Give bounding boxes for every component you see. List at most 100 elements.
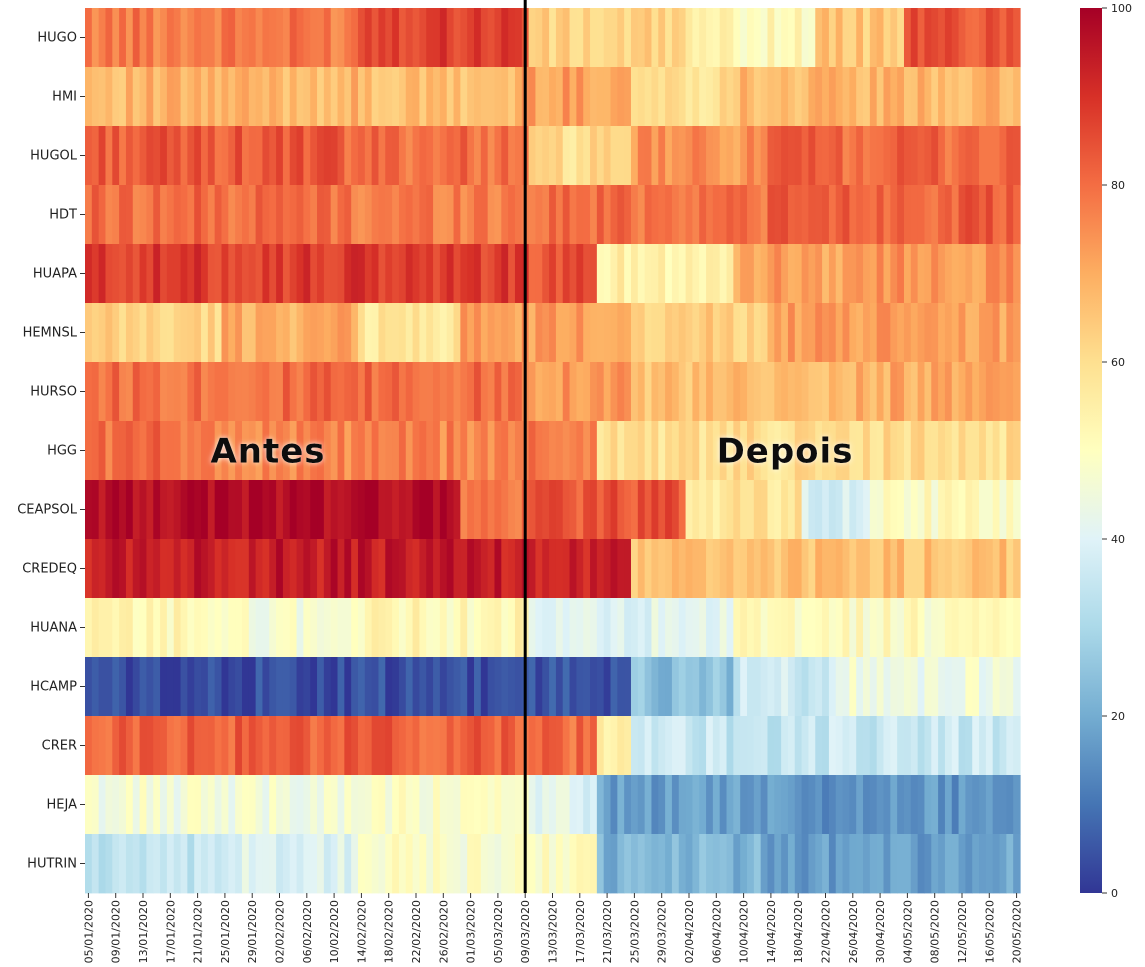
heatmap-cell [842, 67, 850, 127]
heatmap-cell [474, 303, 482, 363]
heatmap-cell [972, 834, 980, 894]
heatmap-cell [610, 716, 618, 776]
heatmap-cell [590, 303, 598, 363]
heatmap-cell [255, 480, 264, 540]
heatmap-cell [98, 598, 107, 658]
heatmap-cell [351, 480, 359, 540]
heatmap-cell [105, 126, 113, 186]
heatmap-cell [651, 834, 659, 894]
heatmap-cell [863, 8, 871, 68]
heatmap-cell [671, 716, 680, 776]
heatmap-cell [98, 126, 107, 186]
heatmap-cell [733, 362, 741, 422]
heatmap-cell [863, 244, 871, 304]
heatmap-cell [767, 244, 775, 304]
heatmap-cell [357, 598, 366, 658]
heatmap-cell [1013, 362, 1021, 422]
heatmap-cell [180, 421, 188, 481]
heatmap-cell [132, 421, 141, 481]
heatmap-cell [876, 539, 885, 599]
heatmap-cell [890, 480, 898, 540]
heatmap-cell [453, 834, 461, 894]
heatmap-cell [160, 598, 168, 658]
heatmap-cell [767, 362, 775, 422]
heatmap-cell [685, 303, 693, 363]
heatmap-cell [105, 834, 113, 894]
heatmap-cell [1006, 8, 1014, 68]
heatmap-cell [576, 303, 584, 363]
heatmap-cell [849, 8, 857, 68]
heatmap-cell [228, 657, 236, 717]
heatmap-cell [323, 539, 332, 599]
heatmap-cell [972, 539, 980, 599]
heatmap-cell [815, 716, 823, 776]
heatmap-cell [992, 598, 1001, 658]
heatmap-cell [801, 244, 810, 304]
heatmap-cell [474, 67, 482, 127]
heatmap-cell [951, 716, 960, 776]
heatmap-cell [426, 775, 434, 835]
heatmap-cell [685, 834, 693, 894]
heatmap-cell [303, 244, 311, 304]
heatmap-cell [235, 598, 243, 658]
heatmap-cell [460, 185, 468, 245]
heatmap-cell [1006, 126, 1014, 186]
heatmap-cell [617, 539, 625, 599]
heatmap-cell [166, 67, 175, 127]
heatmap-cell [835, 834, 844, 894]
heatmap-cell [125, 480, 134, 540]
heatmap-cell [863, 834, 871, 894]
heatmap-cell [699, 834, 707, 894]
heatmap-cell [378, 126, 386, 186]
heatmap-cell [467, 126, 475, 186]
heatmap-cell [794, 67, 803, 127]
heatmap-cell [985, 539, 994, 599]
heatmap-cell [692, 126, 700, 186]
heatmap-cell [583, 303, 591, 363]
heatmap-cell [160, 834, 168, 894]
heatmap-cell [426, 126, 434, 186]
heatmap-cell [910, 421, 919, 481]
heatmap-cell [999, 185, 1007, 245]
heatmap-cell [835, 362, 844, 422]
heatmap-cell [712, 421, 721, 481]
heatmap-cell [583, 244, 591, 304]
heatmap-cell [590, 185, 598, 245]
heatmap-cell [794, 716, 803, 776]
heatmap-cell [385, 657, 393, 717]
heatmap-cell [787, 834, 796, 894]
heatmap-cell [241, 834, 250, 894]
heatmap-cell [719, 421, 728, 481]
heatmap-cell [985, 244, 994, 304]
heatmap-cell [651, 775, 659, 835]
heatmap-cell [822, 716, 830, 776]
heatmap-cell [153, 716, 161, 776]
heatmap-cell [624, 67, 632, 127]
heatmap-cell [781, 126, 789, 186]
heatmap-cell [398, 362, 407, 422]
heatmap-cell [112, 834, 120, 894]
heatmap-cell [1013, 303, 1021, 363]
heatmap-cell [98, 657, 107, 717]
heatmap-cell [98, 775, 107, 835]
heatmap-cell [665, 362, 673, 422]
heatmap-cell [999, 303, 1007, 363]
heatmap-cell [160, 716, 168, 776]
heatmap-cell [747, 67, 755, 127]
heatmap-cell [398, 716, 407, 776]
heatmap-cell [760, 185, 769, 245]
heatmap-cell [276, 8, 284, 68]
heatmap-cell [842, 8, 850, 68]
heatmap-cell [528, 67, 537, 127]
heatmap-cell [583, 657, 591, 717]
heatmap-cell [692, 716, 700, 776]
heatmap-cell [890, 67, 898, 127]
heatmap-cell [828, 598, 837, 658]
heatmap-cell [910, 539, 919, 599]
heatmap-cell [467, 421, 475, 481]
x-tick-label: 20/05/2020 [1011, 900, 1024, 963]
heatmap-cell [828, 244, 837, 304]
heatmap-cell [125, 421, 134, 481]
heatmap-cell [139, 303, 148, 363]
heatmap-cell [753, 185, 762, 245]
